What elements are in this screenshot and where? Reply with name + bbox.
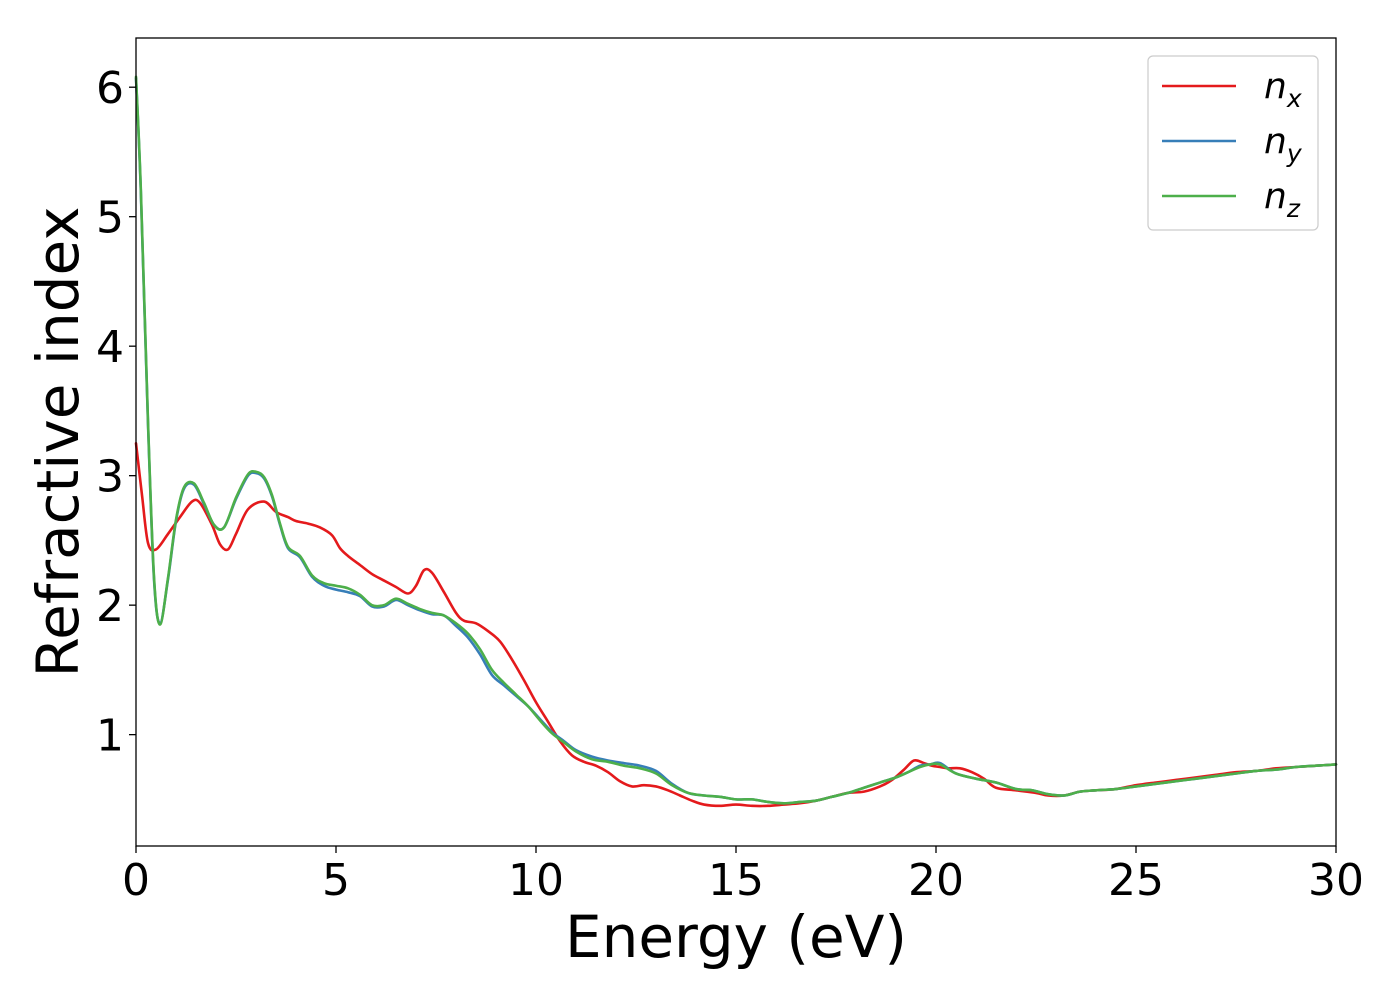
legend: nx ny nz xyxy=(1147,55,1319,231)
y-tick-label: 2 xyxy=(96,581,124,632)
y-tick-label: 4 xyxy=(96,322,124,373)
x-tick-label: 15 xyxy=(708,855,764,906)
x-tick-label: 25 xyxy=(1108,855,1164,906)
x-tick-label: 20 xyxy=(908,855,964,906)
legend-box xyxy=(1147,55,1319,231)
legend-label-nz: nz xyxy=(1264,176,1301,223)
legend-label-nx: nx xyxy=(1264,66,1302,113)
y-tick-label: 5 xyxy=(96,193,124,244)
series-layer xyxy=(134,75,1338,808)
y-tick-label: 3 xyxy=(96,452,124,503)
x-tick-label: 10 xyxy=(508,855,564,906)
x-tick-label: 0 xyxy=(122,855,150,906)
series-line-nz xyxy=(134,75,1338,805)
ticks-layer: 0 5 10 15 20 25 30 1 2 3 4 5 6 xyxy=(96,63,1364,906)
x-tick-label: 5 xyxy=(322,855,350,906)
y-axis-label: Refractive index xyxy=(24,206,92,677)
x-axis-label: Energy (eV) xyxy=(565,903,907,971)
series-line-nx xyxy=(134,441,1338,808)
y-tick-label: 6 xyxy=(96,63,124,114)
x-tick-label: 30 xyxy=(1308,855,1364,906)
legend-label-ny: ny xyxy=(1264,121,1303,168)
y-tick-label: 1 xyxy=(96,711,124,762)
